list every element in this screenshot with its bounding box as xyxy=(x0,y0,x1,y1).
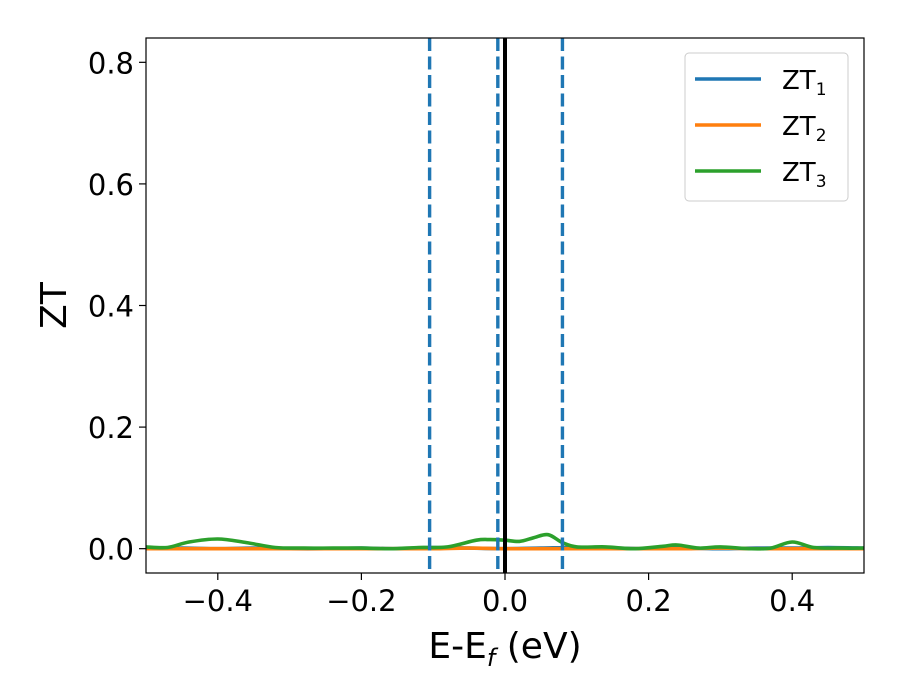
x-tick-label: −0.4 xyxy=(183,584,253,618)
x-axis-label-main: E-E xyxy=(428,626,486,667)
y-tick-label: 0.8 xyxy=(88,46,134,80)
legend-label-2: ZT2 xyxy=(782,112,827,146)
x-axis-label: E-Ef (eV) xyxy=(428,626,581,672)
x-tick-label: −0.2 xyxy=(326,584,396,618)
series-line-3 xyxy=(146,532,864,551)
x-tick-label: 0.0 xyxy=(482,584,528,618)
legend: ZT1 ZT2 ZT3 xyxy=(684,52,849,202)
y-axis-label: ZT xyxy=(34,281,75,329)
plot-marks xyxy=(146,38,864,573)
y-tick-label: 0.4 xyxy=(88,290,134,324)
y-tick-label: 0.6 xyxy=(88,168,134,202)
x-axis-ticks: −0.4 −0.2 0.0 0.2 0.4 xyxy=(183,573,815,618)
x-tick-label: 0.2 xyxy=(626,584,672,618)
legend-label-1: ZT1 xyxy=(782,66,827,100)
legend-label-3: ZT3 xyxy=(782,158,827,192)
y-axis-ticks: 0.0 0.2 0.4 0.6 0.8 xyxy=(88,46,146,567)
legend-box xyxy=(684,52,849,202)
x-axis-label-unit: (eV) xyxy=(495,626,581,667)
x-tick-label: 0.4 xyxy=(769,584,815,618)
y-tick-label: 0.2 xyxy=(88,411,134,445)
y-tick-label: 0.0 xyxy=(88,533,134,567)
